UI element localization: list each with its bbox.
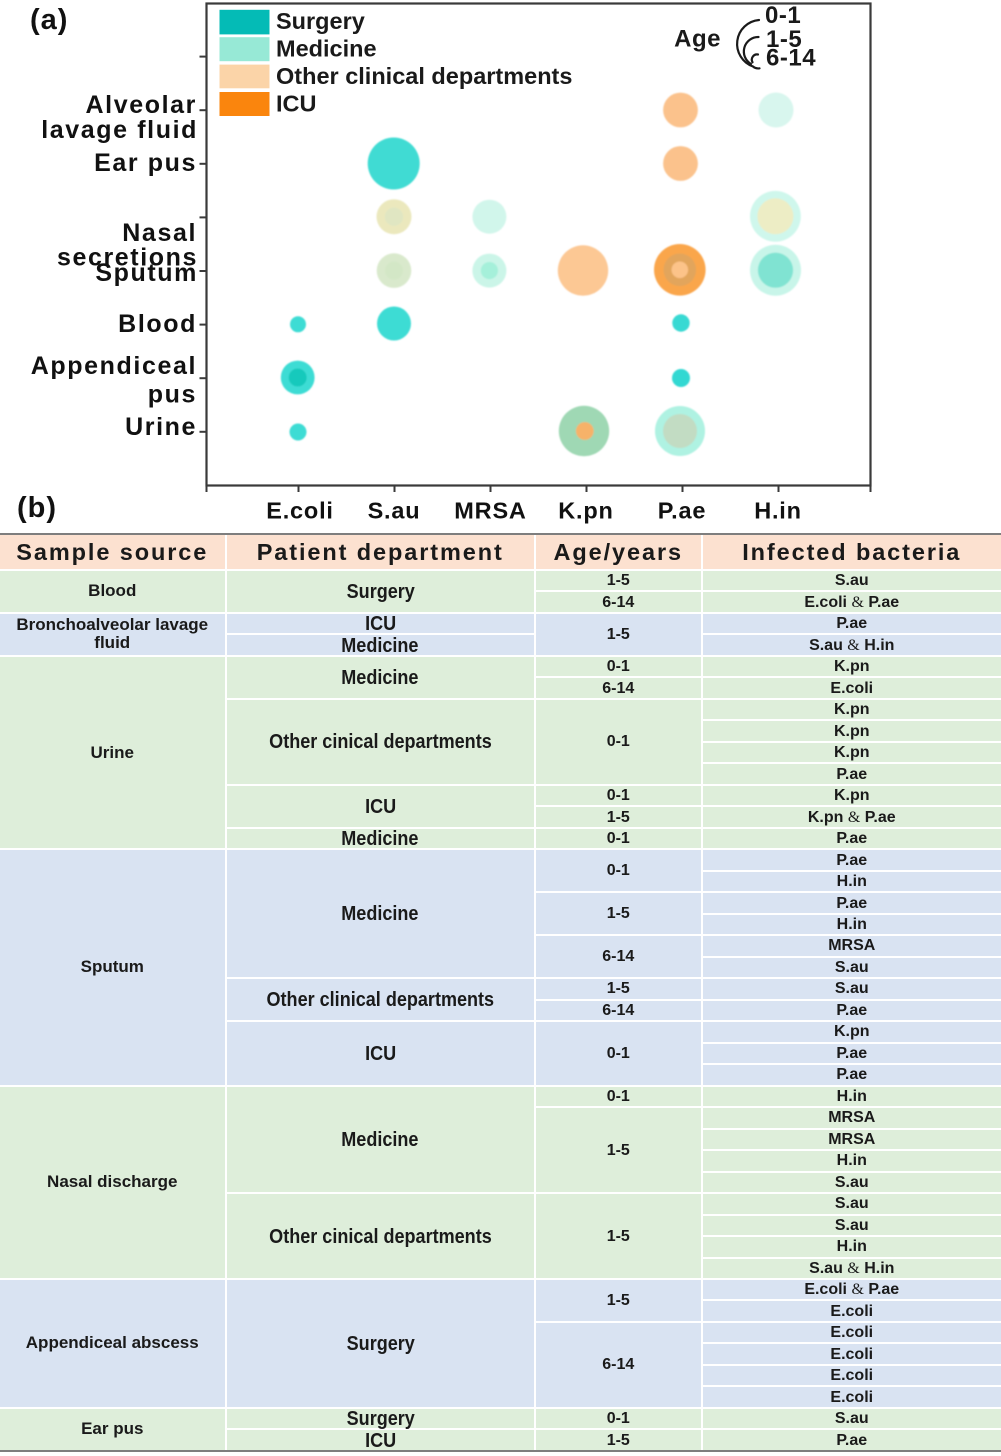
- svg-text:Appendiceal: Appendiceal: [31, 352, 197, 380]
- svg-text:E.coli: E.coli: [266, 498, 334, 524]
- svg-text:K.pn: K.pn: [558, 498, 613, 524]
- svg-text:Alveolar: Alveolar: [86, 91, 197, 119]
- svg-text:Medicine: Medicine: [276, 36, 377, 62]
- svg-text:0-1: 0-1: [765, 2, 801, 29]
- svg-text:Urine: Urine: [125, 413, 197, 441]
- svg-text:S.au: S.au: [368, 498, 421, 524]
- svg-text:Blood: Blood: [118, 310, 197, 338]
- svg-text:Age: Age: [674, 26, 721, 53]
- svg-text:Other clinical departments: Other clinical departments: [276, 63, 572, 89]
- svg-text:MRSA: MRSA: [454, 498, 526, 524]
- svg-text:Sputum: Sputum: [95, 259, 198, 287]
- svg-text:P.ae: P.ae: [658, 498, 707, 524]
- svg-text:lavage fluid: lavage fluid: [41, 116, 198, 144]
- svg-text:pus: pus: [148, 381, 197, 409]
- svg-text:secretions: secretions: [57, 244, 198, 272]
- svg-text:ICU: ICU: [276, 91, 316, 117]
- svg-text:Nasal: Nasal: [122, 219, 197, 247]
- svg-text:H.in: H.in: [754, 498, 802, 524]
- svg-text:Ear pus: Ear pus: [94, 149, 197, 177]
- svg-text:1-5: 1-5: [766, 26, 802, 53]
- svg-text:Surgery: Surgery: [276, 8, 365, 34]
- svg-text:6-14: 6-14: [766, 45, 816, 72]
